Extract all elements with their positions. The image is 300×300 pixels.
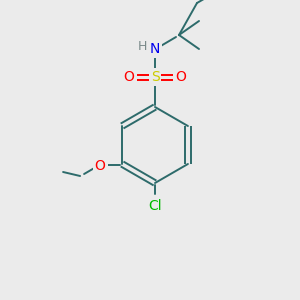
Text: O: O [95,159,106,173]
Text: O: O [124,70,134,84]
Text: O: O [176,70,186,84]
Text: N: N [150,42,160,56]
Text: Cl: Cl [148,199,162,213]
Text: S: S [151,70,159,84]
Text: H: H [137,40,147,53]
